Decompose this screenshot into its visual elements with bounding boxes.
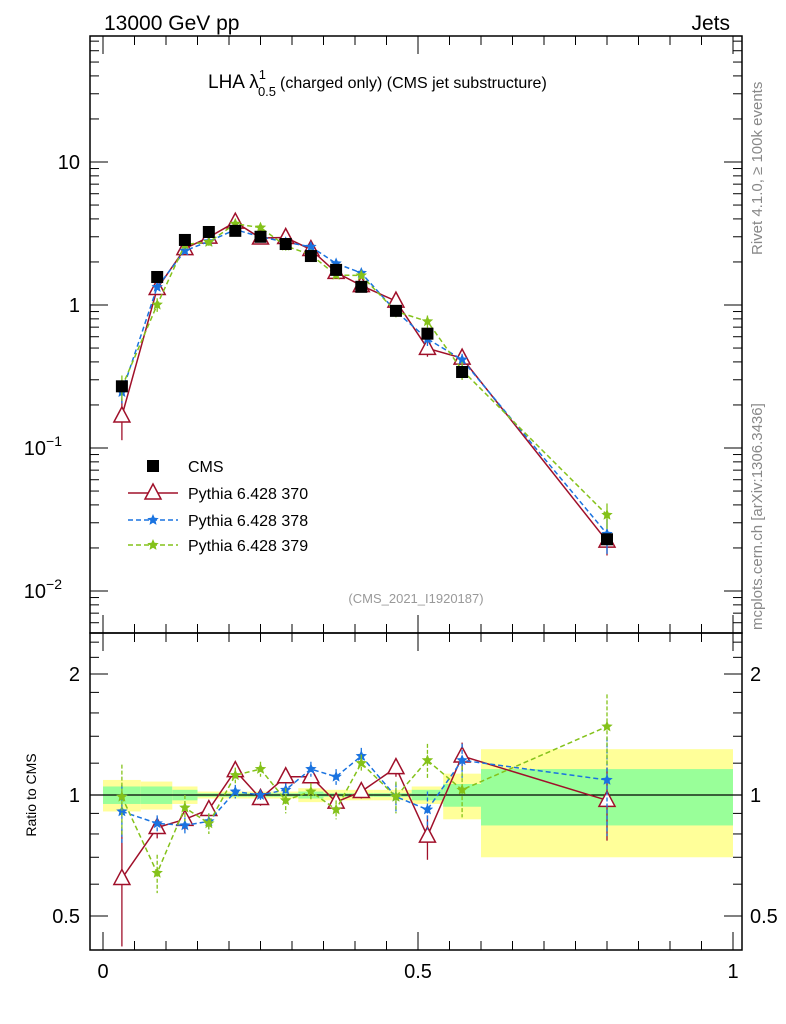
ratio-point bbox=[151, 866, 163, 878]
ratio-point bbox=[456, 783, 468, 795]
title-sup: 1 bbox=[259, 67, 266, 82]
ratio-tick-label-right: 1 bbox=[750, 785, 761, 807]
ratio-point bbox=[229, 785, 241, 797]
cms-data-point bbox=[421, 327, 434, 340]
legend-label: Pythia 6.428 378 bbox=[188, 513, 308, 530]
y-tick-label: 1 bbox=[69, 295, 80, 317]
rivet-version-label: Rivet 4.1.0, ≥ 100k events bbox=[749, 82, 766, 255]
data-point bbox=[421, 315, 434, 327]
ratio-point bbox=[116, 790, 128, 802]
cms-data-point bbox=[279, 238, 292, 251]
cms-data-point bbox=[115, 380, 128, 393]
ratio-point bbox=[386, 756, 406, 775]
ratio-point bbox=[229, 769, 241, 781]
cms-data-point bbox=[601, 533, 613, 546]
legend-label: Pythia 6.428 379 bbox=[188, 538, 308, 555]
ratio-tick-label: 2 bbox=[69, 664, 80, 686]
cms-data-point bbox=[254, 230, 267, 243]
legend-label: Pythia 6.428 370 bbox=[188, 486, 308, 503]
y-tick-label: 10−1 bbox=[24, 433, 62, 460]
legend-marker bbox=[147, 539, 159, 550]
data-point bbox=[254, 221, 267, 233]
ratio-point bbox=[179, 801, 191, 813]
data-point bbox=[203, 236, 215, 247]
title-sub: 0.5 bbox=[258, 84, 276, 99]
cms-data-point bbox=[330, 263, 343, 276]
ratio-point bbox=[601, 774, 613, 785]
cms-data-point bbox=[202, 225, 215, 238]
ratio-point bbox=[601, 720, 613, 732]
cms-data-point bbox=[355, 280, 368, 293]
plot-title: LHA λ1 0.5 (charged only) (CMS jet substru… bbox=[208, 67, 547, 99]
ratio-point bbox=[151, 817, 163, 829]
ratio-point bbox=[421, 754, 434, 766]
cms-data-point bbox=[304, 250, 317, 263]
legend-marker bbox=[147, 514, 159, 525]
ratio-point bbox=[112, 867, 132, 886]
ratio-point bbox=[254, 789, 267, 800]
data-point bbox=[418, 337, 437, 356]
analysis-id: (CMS_2021_I1920187) bbox=[348, 591, 483, 606]
cms-data-point bbox=[151, 270, 164, 283]
ratio-point bbox=[355, 757, 367, 768]
mcplots-label: mcplots.cern.ch [arXiv:1306.3436] bbox=[749, 403, 766, 630]
data-point bbox=[112, 405, 132, 423]
title-suffix: (charged only) (CMS jet substructure) bbox=[280, 75, 547, 92]
ratio-point bbox=[330, 770, 342, 782]
ratio-point bbox=[116, 805, 128, 817]
ratio-point bbox=[276, 766, 295, 784]
ratio-frame bbox=[89, 632, 743, 951]
data-point bbox=[601, 508, 613, 520]
cms-data-point bbox=[178, 233, 191, 246]
y-tick-label: 10−2 bbox=[24, 576, 62, 603]
ratio-point bbox=[421, 803, 434, 815]
ratio-point bbox=[418, 825, 437, 843]
ratio-point bbox=[203, 817, 215, 829]
ratio-point bbox=[254, 763, 267, 774]
top-right-label: Jets bbox=[691, 12, 730, 35]
cms-data-point bbox=[389, 304, 402, 317]
ratio-point bbox=[305, 763, 317, 774]
ratio-ylabel: Ratio to CMS bbox=[23, 753, 39, 836]
ratio-tick-label-right: 2 bbox=[750, 664, 761, 686]
series-line-2 bbox=[121, 223, 608, 516]
legend-label-cms: CMS bbox=[188, 459, 224, 476]
ratio-point bbox=[330, 803, 342, 815]
data-point bbox=[151, 298, 163, 310]
data-point bbox=[305, 240, 317, 252]
x-tick-label: 0.5 bbox=[404, 961, 432, 983]
ratio-line-1 bbox=[121, 754, 608, 827]
ratio-tick-label: 1 bbox=[69, 785, 80, 807]
data-point bbox=[179, 244, 191, 256]
ratio-point bbox=[280, 794, 292, 806]
ratio-point bbox=[352, 780, 371, 799]
top-left-label: 13000 GeV pp bbox=[104, 12, 239, 35]
legend-marker-cms bbox=[147, 460, 159, 472]
ratio-point bbox=[456, 754, 468, 766]
ratio-point bbox=[179, 819, 191, 831]
ratio-point bbox=[390, 790, 402, 802]
cms-data-point bbox=[229, 224, 242, 237]
ratio-point bbox=[305, 785, 317, 797]
ratio-tick-label: 0.5 bbox=[52, 906, 80, 928]
cms-data-point bbox=[456, 365, 469, 378]
data-point bbox=[456, 353, 468, 365]
y-tick-label: 10 bbox=[58, 152, 80, 174]
data-point bbox=[151, 281, 163, 292]
x-tick-label: 1 bbox=[727, 961, 738, 983]
data-point bbox=[355, 269, 367, 281]
legend-marker bbox=[143, 482, 163, 500]
x-tick-label: 0 bbox=[97, 961, 108, 983]
title-prefix: LHA λ bbox=[208, 72, 259, 93]
ratio-tick-label-right: 0.5 bbox=[750, 906, 778, 928]
